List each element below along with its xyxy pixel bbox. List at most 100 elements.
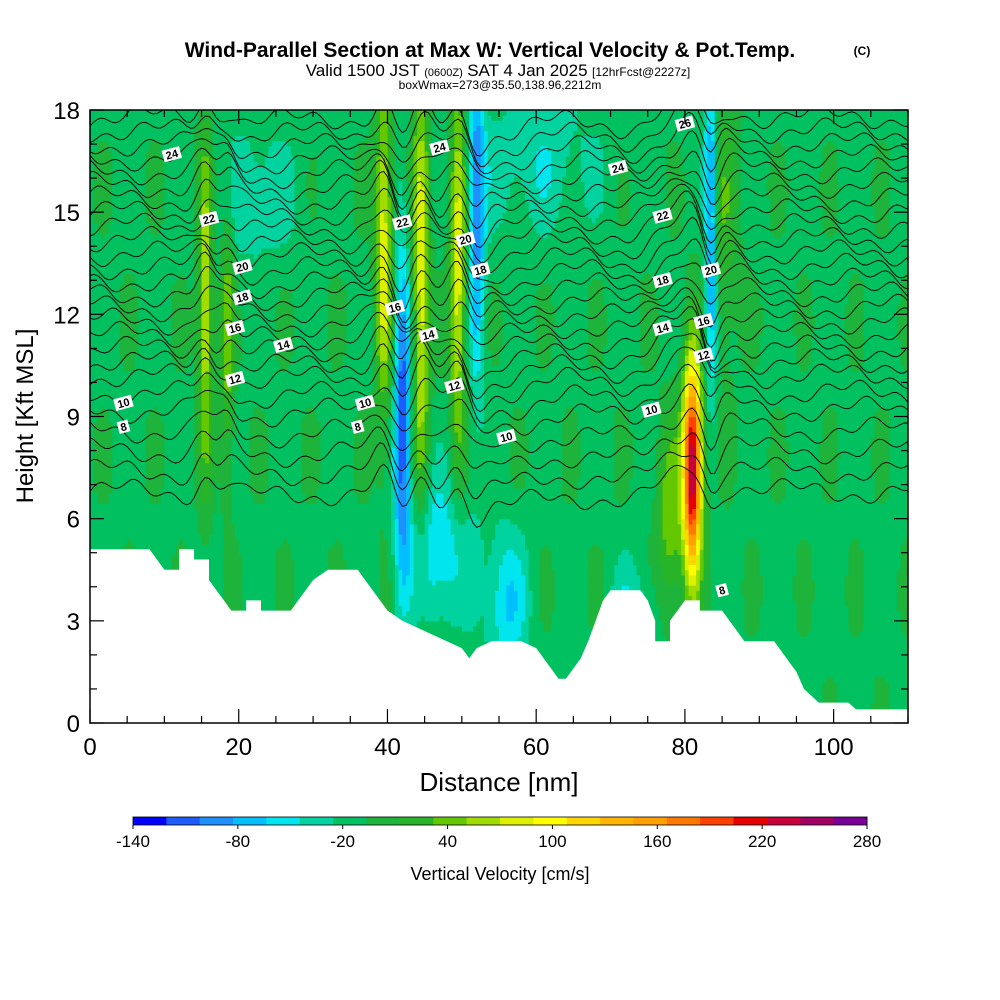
velocity-cell <box>205 201 210 208</box>
velocity-cell <box>104 247 110 254</box>
velocity-cell <box>164 442 169 448</box>
velocity-cell <box>197 539 203 545</box>
velocity-cell <box>134 247 139 254</box>
velocity-cell <box>223 293 229 300</box>
velocity-cell <box>104 355 110 361</box>
velocity-cell <box>116 380 121 387</box>
velocity-cell <box>164 467 169 474</box>
velocity-cell <box>90 411 95 418</box>
velocity-cell <box>153 263 158 269</box>
velocity-cell <box>119 498 124 504</box>
velocity-cell <box>93 196 98 203</box>
velocity-cell <box>116 150 121 157</box>
velocity-cell <box>209 120 214 126</box>
velocity-cell <box>134 232 139 239</box>
velocity-cell <box>164 380 169 387</box>
velocity-cell <box>209 498 214 504</box>
velocity-cell <box>175 534 180 540</box>
velocity-cell <box>164 539 169 545</box>
velocity-cell <box>238 309 243 315</box>
velocity-cell <box>171 324 177 331</box>
velocity-cell <box>123 156 128 162</box>
velocity-cell <box>197 370 203 377</box>
velocity-cell <box>142 391 147 397</box>
velocity-cell <box>156 457 162 464</box>
velocity-cell <box>134 120 139 126</box>
velocity-cell <box>153 534 158 540</box>
velocity-cell <box>238 247 243 254</box>
velocity-cell <box>116 242 121 249</box>
velocity-cell <box>175 324 180 331</box>
velocity-cell <box>227 472 232 479</box>
velocity-cell <box>235 416 240 423</box>
velocity-cell <box>190 135 195 142</box>
velocity-cell <box>104 375 110 382</box>
velocity-cell <box>130 416 136 423</box>
velocity-cell <box>93 171 98 177</box>
velocity-cell <box>90 314 95 320</box>
velocity-cell <box>149 518 154 525</box>
velocity-cell <box>90 293 95 300</box>
velocity-cell <box>153 140 158 147</box>
velocity-cell <box>138 304 143 310</box>
velocity-cell <box>220 207 225 213</box>
velocity-cell <box>90 217 95 223</box>
velocity-cell <box>175 523 180 530</box>
velocity-cell <box>142 263 147 269</box>
velocity-cell <box>153 539 158 545</box>
velocity-cell <box>160 130 165 137</box>
velocity-cell <box>223 523 229 530</box>
velocity-cell <box>119 161 124 167</box>
velocity-cell <box>116 171 121 177</box>
velocity-cell <box>201 360 206 366</box>
velocity-cell <box>227 120 232 126</box>
velocity-cell <box>197 115 203 121</box>
velocity-cell <box>216 564 221 571</box>
velocity-cell <box>108 176 113 183</box>
velocity-cell <box>93 140 98 147</box>
velocity-cell <box>93 268 98 275</box>
velocity-cell <box>194 299 199 305</box>
velocity-cell <box>145 421 151 428</box>
velocity-cell <box>127 299 132 305</box>
velocity-cell <box>175 227 180 234</box>
velocity-cell <box>97 406 102 412</box>
velocity-cell <box>223 488 229 494</box>
velocity-cell <box>127 309 132 315</box>
velocity-cell <box>130 186 136 193</box>
velocity-cell <box>90 283 95 290</box>
velocity-cell <box>223 196 229 203</box>
velocity-cell <box>171 462 177 469</box>
velocity-cell <box>212 319 217 326</box>
velocity-cell <box>223 600 229 607</box>
velocity-cell <box>220 145 225 152</box>
velocity-cell <box>123 161 128 167</box>
velocity-cell <box>242 585 247 591</box>
velocity-cell <box>108 544 113 550</box>
velocity-cell <box>138 171 143 177</box>
velocity-cell <box>223 360 229 366</box>
velocity-cell <box>130 431 136 438</box>
velocity-cell <box>153 339 158 346</box>
velocity-cell <box>201 273 206 280</box>
velocity-cell <box>223 191 229 198</box>
velocity-cell <box>160 544 165 550</box>
velocity-cell <box>175 304 180 310</box>
velocity-cell <box>171 436 177 443</box>
velocity-cell <box>119 528 124 535</box>
velocity-cell <box>227 401 232 407</box>
velocity-cell <box>123 186 128 193</box>
velocity-cell <box>149 513 154 520</box>
velocity-cell <box>175 171 180 177</box>
velocity-cell <box>116 416 121 423</box>
velocity-cell <box>142 186 147 193</box>
velocity-cell <box>112 370 117 377</box>
velocity-cell <box>190 472 195 479</box>
velocity-cell <box>149 304 154 310</box>
velocity-cell <box>179 339 184 346</box>
velocity-cell <box>223 273 229 280</box>
velocity-cell <box>216 508 221 515</box>
velocity-cell <box>142 421 147 428</box>
velocity-cell <box>149 534 154 540</box>
velocity-cell <box>242 401 247 407</box>
